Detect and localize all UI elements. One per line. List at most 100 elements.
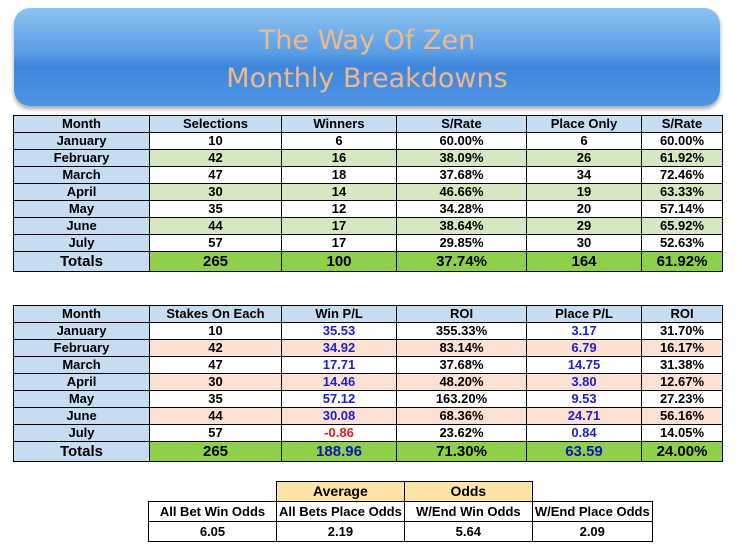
banner-subtitle: Monthly Breakdowns [226, 63, 508, 94]
table-row: January 10 6 60.00% 6 60.00% [13, 132, 723, 150]
month-cell: February [13, 149, 150, 167]
average-caption: Average [276, 481, 405, 502]
stakes-cell: 44 [149, 407, 282, 425]
total-place-roi: 24.00% [641, 441, 723, 462]
place-strike-rate-cell: 60.00% [641, 132, 723, 150]
total-place-pl: 63.59 [526, 441, 642, 462]
place-roi-cell: 12.67% [641, 373, 723, 391]
place-roi-cell: 16.17% [641, 339, 723, 357]
stakes-cell: 47 [149, 356, 282, 374]
win-pl-cell: 57.12 [281, 390, 397, 408]
col-header-wend-place-odds: W/End Place Odds [531, 501, 653, 522]
average-odds-table: Average Odds All Bet Win Odds All Bets P… [148, 481, 653, 542]
stakes-cell: 42 [149, 339, 282, 357]
place-pl-cell: 3.17 [526, 322, 642, 340]
win-pl-cell: 14.46 [281, 373, 397, 391]
totals-row: Totals 265 100 37.74% 164 61.92% [13, 251, 723, 272]
place-only-cell: 34 [526, 166, 642, 184]
strike-rate-cell: 38.64% [396, 217, 527, 235]
strike-rate-cell: 46.66% [396, 183, 527, 201]
win-roi-cell: 355.33% [396, 322, 527, 340]
table-row: July 57 17 29.85% 30 52.63% [13, 234, 723, 252]
win-pl-cell: 17.71 [281, 356, 397, 374]
place-pl-cell: 6.79 [526, 339, 642, 357]
odds-value-row: 6.05 2.19 5.64 2.09 [148, 521, 653, 542]
table-row: January 10 35.53 355.33% 3.17 31.70% [13, 322, 723, 340]
month-cell: February [13, 339, 150, 357]
place-strike-rate-cell: 52.63% [641, 234, 723, 252]
table-row: May 35 57.12 163.20% 9.53 27.23% [13, 390, 723, 408]
table-row: June 44 17 38.64% 29 65.92% [13, 217, 723, 235]
total-win-pl: 188.96 [281, 441, 397, 462]
table-header-row: Month Stakes On Each Win P/L ROI Place P… [13, 305, 723, 323]
strike-rate-cell: 60.00% [396, 132, 527, 150]
place-strike-rate-cell: 65.92% [641, 217, 723, 235]
all-bets-place-odds-value: 2.19 [276, 521, 405, 542]
banner-title: The Way Of Zen [258, 25, 476, 56]
total-stakes: 265 [149, 441, 282, 462]
place-strike-rate-cell: 57.14% [641, 200, 723, 218]
winners-cell: 14 [281, 183, 397, 201]
win-pl-cell: 34.92 [281, 339, 397, 357]
col-header-place-strike-rate: S/Rate [641, 115, 723, 133]
title-banner: The Way Of Zen Monthly Breakdowns [14, 8, 720, 106]
month-cell: May [13, 390, 150, 408]
table-row: February 42 16 38.09% 26 61.92% [13, 149, 723, 167]
odds-caption: Odds [403, 481, 533, 502]
strike-rate-cell: 37.68% [396, 166, 527, 184]
stakes-cell: 57 [149, 424, 282, 442]
month-cell: June [13, 407, 150, 425]
month-cell: July [13, 234, 150, 252]
strike-rate-cell: 29.85% [396, 234, 527, 252]
total-place-strike-rate: 61.92% [641, 251, 723, 272]
place-only-cell: 20 [526, 200, 642, 218]
winners-cell: 6 [281, 132, 397, 150]
place-only-cell: 30 [526, 234, 642, 252]
total-strike-rate: 37.74% [396, 251, 527, 272]
strike-rate-cell: 34.28% [396, 200, 527, 218]
win-pl-cell: -0.86 [281, 424, 397, 442]
totals-row: Totals 265 188.96 71.30% 63.59 24.00% [13, 441, 723, 462]
col-header-wend-win-odds: W/End Win Odds [403, 501, 533, 522]
col-header-win-roi: ROI [396, 305, 527, 323]
col-header-all-bets-place-odds: All Bets Place Odds [276, 501, 405, 522]
selections-cell: 10 [149, 132, 282, 150]
month-cell: July [13, 424, 150, 442]
wend-place-odds-value: 2.09 [531, 521, 653, 542]
col-header-place-pl: Place P/L [526, 305, 642, 323]
selections-cell: 42 [149, 149, 282, 167]
month-cell: March [13, 166, 150, 184]
win-roi-cell: 83.14% [396, 339, 527, 357]
month-cell: May [13, 200, 150, 218]
place-strike-rate-cell: 61.92% [641, 149, 723, 167]
col-header-place-roi: ROI [641, 305, 723, 323]
place-pl-cell: 24.71 [526, 407, 642, 425]
table-row: April 30 14.46 48.20% 3.80 12.67% [13, 373, 723, 391]
place-only-cell: 19 [526, 183, 642, 201]
place-roi-cell: 27.23% [641, 390, 723, 408]
win-pl-cell: 30.08 [281, 407, 397, 425]
place-strike-rate-cell: 63.33% [641, 183, 723, 201]
place-pl-cell: 14.75 [526, 356, 642, 374]
selections-cell: 47 [149, 166, 282, 184]
total-place-only: 164 [526, 251, 642, 272]
table-row: February 42 34.92 83.14% 6.79 16.17% [13, 339, 723, 357]
strike-rate-cell: 38.09% [396, 149, 527, 167]
place-pl-cell: 9.53 [526, 390, 642, 408]
month-cell: January [13, 322, 150, 340]
col-header-month: Month [13, 115, 150, 133]
total-winners: 100 [281, 251, 397, 272]
place-roi-cell: 31.38% [641, 356, 723, 374]
col-header-win-pl: Win P/L [281, 305, 397, 323]
selections-cell: 35 [149, 200, 282, 218]
profit-loss-table: Month Stakes On Each Win P/L ROI Place P… [13, 305, 723, 462]
place-pl-cell: 0.84 [526, 424, 642, 442]
totals-label: Totals [13, 441, 150, 462]
place-roi-cell: 31.70% [641, 322, 723, 340]
stakes-cell: 30 [149, 373, 282, 391]
odds-caption-row: Average Odds [149, 481, 653, 502]
win-roi-cell: 23.62% [396, 424, 527, 442]
place-only-cell: 29 [526, 217, 642, 235]
place-pl-cell: 3.80 [526, 373, 642, 391]
win-roi-cell: 48.20% [396, 373, 527, 391]
